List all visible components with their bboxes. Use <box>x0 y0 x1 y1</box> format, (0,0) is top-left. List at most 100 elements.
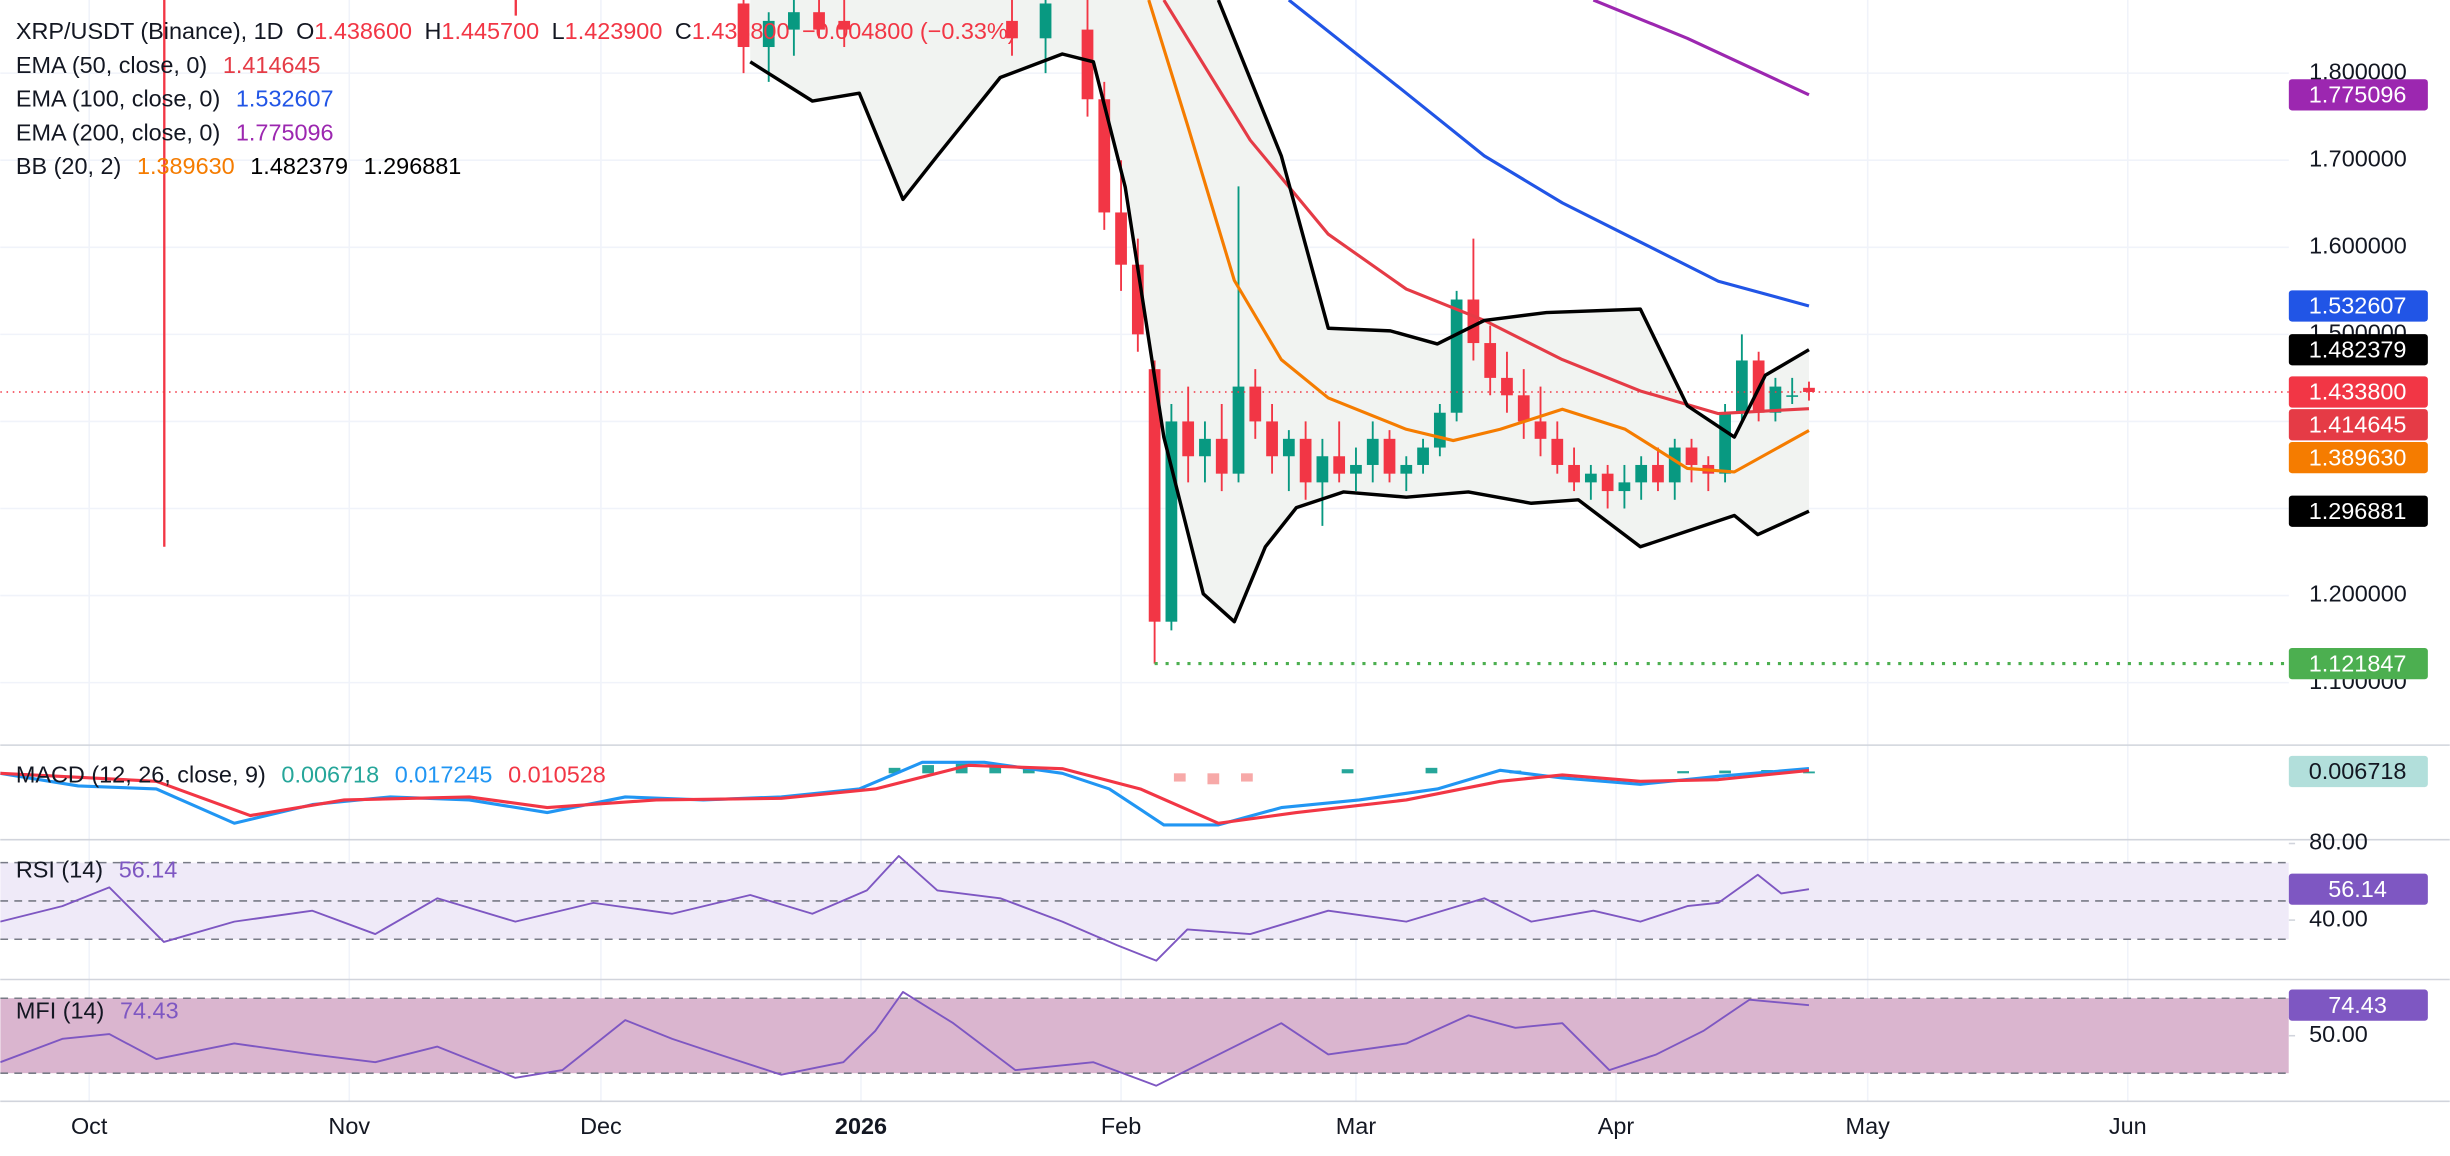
candle-body <box>1316 456 1329 483</box>
price-badge <box>2288 755 2428 788</box>
line-series <box>1147 0 1810 474</box>
ohlc-value: 1.438600 <box>314 18 412 44</box>
price-badge-label: 56.14 <box>2328 876 2387 902</box>
candle-body <box>1333 456 1346 474</box>
candle-body <box>1182 421 1195 457</box>
candle-body <box>1584 473 1597 483</box>
price-badge-label: 0.006718 <box>2309 758 2407 784</box>
candle-body <box>1215 438 1228 474</box>
legend-value: 0.017245 <box>395 762 493 788</box>
ohlc-letter: C <box>675 18 692 44</box>
legend-item: EMA (100, close, 0) 1.532607 <box>16 86 334 112</box>
price-badge-label: 1.433800 <box>2309 379 2407 405</box>
histogram-bar <box>989 765 1002 774</box>
histogram-bar <box>1341 769 1354 774</box>
legend-item: RSI (14) 56.14 <box>16 857 177 883</box>
candle-body <box>1199 438 1211 457</box>
candle-body <box>1039 3 1052 39</box>
price-badge <box>2288 409 2428 441</box>
legend-value: 1.414645 <box>223 52 321 78</box>
legend-value: 1.296881 <box>364 153 462 179</box>
candle-body <box>1551 438 1564 465</box>
x-tick-label: Jun <box>2109 1113 2147 1139</box>
legend-name: MFI (14) <box>16 997 104 1023</box>
x-tick-label: 2026 <box>835 1113 887 1139</box>
histogram-bar <box>1719 770 1731 774</box>
histogram-bar <box>922 765 934 774</box>
x-tick-label: Mar <box>1336 1113 1377 1139</box>
ohlc-value: 1.423900 <box>565 18 663 44</box>
x-tick-label: Dec <box>580 1113 622 1139</box>
x-tick-label: Feb <box>1101 1113 1141 1139</box>
price-badge <box>2288 79 2428 111</box>
candle-body <box>1165 421 1178 622</box>
candle-body <box>1450 299 1463 413</box>
candle-body <box>1719 412 1731 474</box>
macd-panel <box>0 760 1815 827</box>
legend-name: EMA (100, close, 0) <box>16 86 220 112</box>
ohlc-letter: H <box>425 18 442 44</box>
x-tick-label: Nov <box>328 1113 370 1139</box>
candle-body <box>1232 386 1245 474</box>
legend-name: RSI (14) <box>16 857 103 883</box>
price-badge-label: 1.296881 <box>2309 498 2407 524</box>
price-badge <box>2288 495 2428 527</box>
price-badge-label: 1.775096 <box>2309 82 2407 108</box>
histogram-bar <box>888 767 901 774</box>
y-tick-label: 1.600000 <box>2309 232 2407 258</box>
rsi-panel <box>0 855 2289 962</box>
legend-value: 1.482379 <box>250 153 348 179</box>
candle-body <box>1249 386 1262 422</box>
price-badge <box>2288 334 2428 366</box>
price-badge-label: 1.414645 <box>2309 412 2407 438</box>
candle-body <box>1769 386 1782 413</box>
line-series <box>1287 0 1810 308</box>
legend-item: EMA (50, close, 0) 1.414645 <box>16 52 321 78</box>
legend-item: MFI (14) 74.43 <box>16 997 179 1023</box>
x-tick-label: May <box>1846 1113 1891 1139</box>
legends: XRP/USDT (Binance), 1D O1.438600 H1.445700… <box>16 18 1016 1023</box>
line-series <box>1216 0 1810 439</box>
ohlc-value: 1.445700 <box>441 18 539 44</box>
histogram-bar <box>1425 767 1438 774</box>
candle-body <box>838 20 851 30</box>
candle-body <box>1803 387 1815 392</box>
price-badge <box>2288 647 2428 680</box>
histogram-bar <box>1207 773 1220 785</box>
legend-value: 0.010528 <box>508 762 606 788</box>
symbol-title: XRP/USDT (Binance), 1D <box>16 18 284 44</box>
price-badge <box>2288 989 2428 1021</box>
candle-body <box>1282 438 1295 457</box>
candle-body <box>788 12 800 30</box>
legend-item: MACD (12, 26, close, 9) 0.006718 0.017245 0… <box>16 762 606 788</box>
y-tick-label: 80.00 <box>2309 829 2368 855</box>
ohlc-value: 1.433800 <box>692 18 790 44</box>
x-tick-label: Oct <box>71 1113 108 1139</box>
candle-body <box>1534 421 1547 439</box>
candle-body <box>1467 299 1480 344</box>
candle-body <box>813 12 825 30</box>
candle-body <box>1417 447 1429 465</box>
price-badges: 1.775096 1.532607 1.482379 1.433800 1.414645… <box>2288 79 2428 1021</box>
legend-name: EMA (50, close, 0) <box>16 52 207 78</box>
candle-body <box>1484 343 1497 378</box>
candle-body <box>1299 438 1312 483</box>
histogram-bar <box>1173 773 1186 782</box>
ohlc-letter: L <box>552 18 565 44</box>
y-tick-label: 40.00 <box>2309 905 2368 931</box>
histogram-bar <box>1803 771 1815 774</box>
legend-item: BB (20, 2) 1.389630 1.482379 1.296881 <box>16 153 461 179</box>
histogram-bar <box>1022 767 1035 774</box>
candle-body <box>1131 264 1144 335</box>
candle-body <box>1786 395 1799 397</box>
axes: Oct Nov Dec 2026 Feb Mar Apr May Jun1.1000001.20… <box>71 58 2407 1139</box>
price-badge <box>2288 873 2428 905</box>
candle-body <box>1148 369 1161 622</box>
candle-body <box>1006 20 1018 39</box>
legend-value: 56.14 <box>119 857 178 883</box>
band-fill <box>0 998 2289 1074</box>
candle-body <box>1568 464 1580 483</box>
candle-body <box>1635 464 1648 483</box>
candle-body <box>1652 464 1664 483</box>
